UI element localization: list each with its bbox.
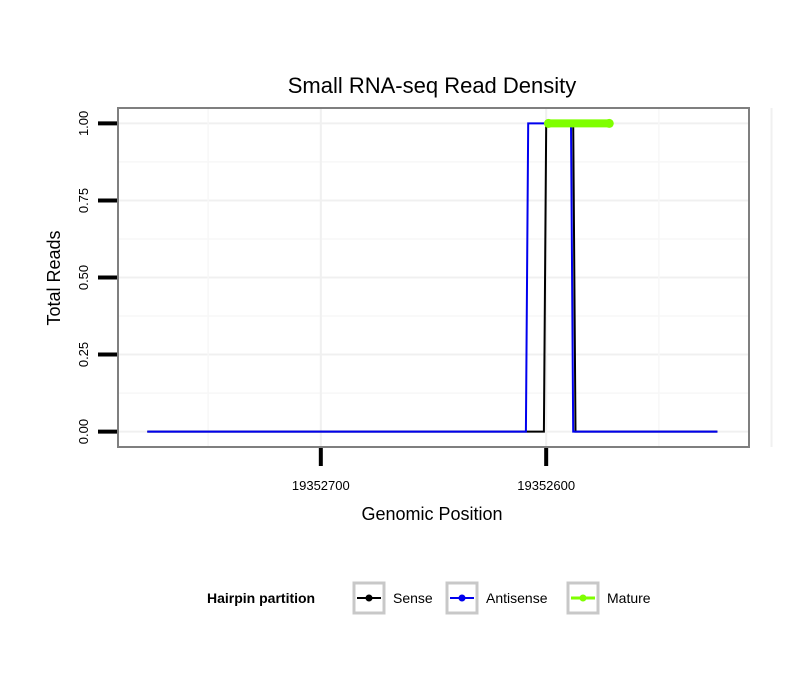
legend-key-point-mature xyxy=(579,594,587,602)
series-point-mature-1 xyxy=(604,118,614,128)
legend-label-antisense: Antisense xyxy=(486,590,548,606)
x-axis: 19352700 19352600 xyxy=(292,448,575,493)
legend-key-point-antisense xyxy=(458,594,466,602)
y-tick-label-4: 1.00 xyxy=(76,111,91,136)
legend-key-point-sense xyxy=(365,594,373,602)
y-axis-title: Total Reads xyxy=(44,230,64,325)
x-tick-label-1: 19352600 xyxy=(517,478,575,493)
legend-label-sense: Sense xyxy=(393,590,433,606)
y-tick-label-0: 0.00 xyxy=(76,419,91,444)
y-tick-label-2: 0.50 xyxy=(76,265,91,290)
chart-title: Small RNA-seq Read Density xyxy=(288,73,577,98)
legend: Hairpin partition Sense Antisense Mature xyxy=(207,581,651,615)
y-tick-label-1: 0.25 xyxy=(76,342,91,367)
legend-title: Hairpin partition xyxy=(207,590,315,606)
series-layer xyxy=(147,118,718,433)
grid xyxy=(118,108,773,447)
x-axis-title: Genomic Position xyxy=(361,504,502,524)
x-tick-label-0: 19352700 xyxy=(292,478,350,493)
y-tick-label-3: 0.75 xyxy=(76,188,91,213)
legend-label-mature: Mature xyxy=(607,590,651,606)
y-axis: 0.00 0.25 0.50 0.75 1.00 xyxy=(76,111,117,444)
series-point-mature-0 xyxy=(543,118,553,128)
plot-panel xyxy=(117,107,750,448)
